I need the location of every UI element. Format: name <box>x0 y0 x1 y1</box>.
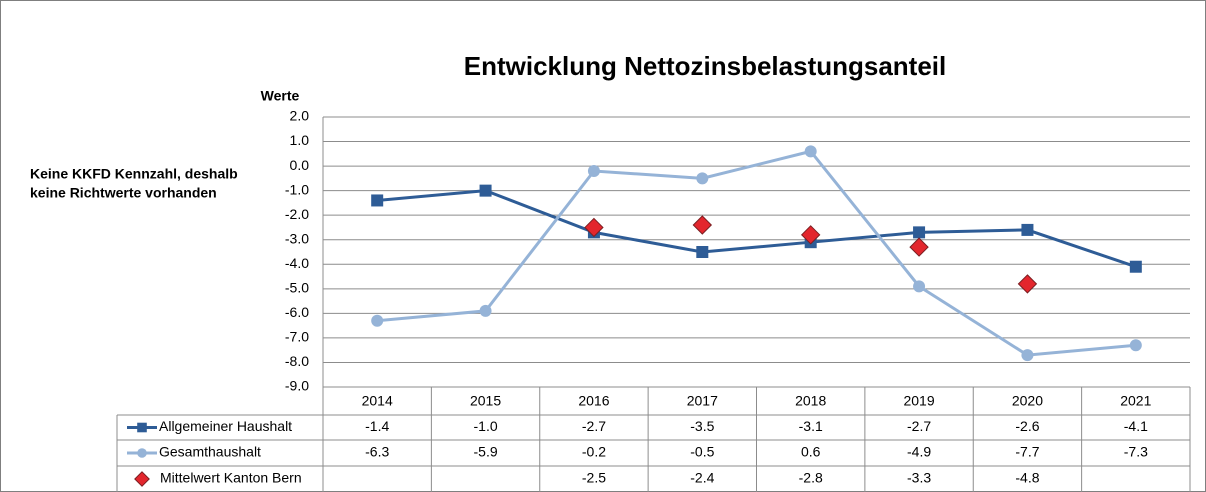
y-tick-label: -5.0 <box>285 280 309 296</box>
x-tick-label: 2015 <box>470 393 501 409</box>
y-tick-label: -3.0 <box>285 230 309 246</box>
table-value: -2.8 <box>799 470 823 486</box>
table-value: -3.5 <box>690 418 714 434</box>
series-line <box>377 149 1136 357</box>
marker <box>371 314 384 327</box>
y-tick-label: -8.0 <box>285 353 309 369</box>
x-tick-label: 2017 <box>687 393 718 409</box>
series-line <box>377 189 1137 269</box>
table-value: -1.4 <box>365 418 389 434</box>
y-tick-label: 1.0 <box>290 132 310 148</box>
table-value: -0.5 <box>690 444 714 460</box>
y-tick-label: -9.0 <box>285 378 309 394</box>
x-tick-label: 2018 <box>795 393 826 409</box>
marker <box>479 184 492 197</box>
y-tick-label: -7.0 <box>285 329 309 345</box>
marker <box>134 471 150 487</box>
y-tick-label: -4.0 <box>285 255 309 271</box>
table-value: -4.8 <box>1015 470 1039 486</box>
marker <box>913 280 926 293</box>
table-value: -0.2 <box>582 444 606 460</box>
table-value: -2.6 <box>1015 418 1039 434</box>
y-tick-label: 2.0 <box>290 108 310 124</box>
marker <box>692 215 713 235</box>
table-value: -5.9 <box>474 444 498 460</box>
table-value: -2.5 <box>582 470 606 486</box>
table-value: -3.1 <box>799 418 823 434</box>
marker <box>696 246 709 258</box>
marker <box>1021 223 1034 236</box>
marker <box>1129 260 1142 273</box>
x-tick-label: 2019 <box>903 393 934 409</box>
marker <box>137 422 147 433</box>
table-value: -6.3 <box>365 444 389 460</box>
table-value: 0.6 <box>801 444 821 460</box>
table-value: -2.7 <box>582 418 606 434</box>
marker <box>909 237 929 257</box>
marker <box>587 165 600 177</box>
y-axis-label: Werte <box>261 88 300 104</box>
x-tick-label: 2014 <box>362 393 393 409</box>
marker <box>584 217 604 238</box>
marker <box>913 226 926 239</box>
legend-label: Allgemeiner Haushalt <box>159 418 292 434</box>
legend-label: Gesamthaushalt <box>159 444 261 460</box>
marker <box>800 225 821 245</box>
y-tick-label: 0.0 <box>290 157 310 173</box>
y-tick-label: -2.0 <box>285 206 309 222</box>
marker <box>1129 339 1142 352</box>
table-value: -7.3 <box>1124 444 1148 460</box>
x-tick-label: 2020 <box>1012 393 1043 409</box>
marker <box>804 145 817 158</box>
y-tick-label: -6.0 <box>285 304 309 320</box>
legend-label: Mittelwert Kanton Bern <box>160 470 302 486</box>
marker <box>137 448 147 458</box>
y-tick-label: -1.0 <box>285 181 309 197</box>
x-tick-label: 2021 <box>1120 393 1151 409</box>
table-value: -1.0 <box>474 418 498 434</box>
table-value: -2.4 <box>690 470 714 486</box>
annotation: Keine KKFD Kennzahl, deshalb <box>30 166 238 182</box>
marker <box>1017 274 1038 294</box>
marker <box>371 194 384 207</box>
marker <box>479 304 492 317</box>
table-value: -4.1 <box>1124 418 1148 434</box>
annotation: keine Richtwerte vorhanden <box>30 185 217 201</box>
table-value: -2.7 <box>907 418 931 434</box>
table-value: -7.7 <box>1015 444 1039 460</box>
table-value: -3.3 <box>907 470 931 486</box>
table-value: -4.9 <box>907 444 931 460</box>
x-tick-label: 2016 <box>578 393 609 409</box>
chart-title: Entwicklung Nettozinsbelastungsanteil <box>464 51 947 81</box>
marker <box>1021 349 1034 362</box>
marker <box>696 172 709 185</box>
